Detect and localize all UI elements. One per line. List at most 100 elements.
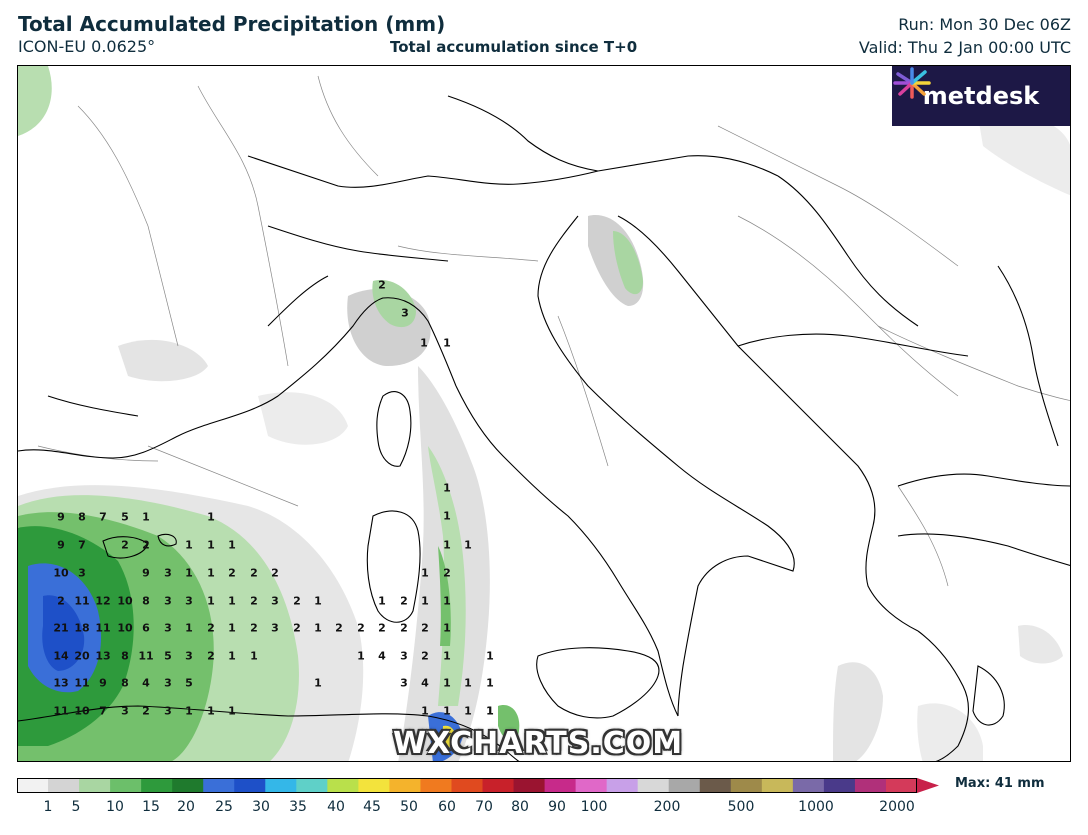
precip-value: 2 <box>228 566 236 580</box>
coastlines <box>18 95 1070 761</box>
precip-value: 4 <box>378 649 386 663</box>
precip-value: 1 <box>486 676 494 690</box>
colorbar-tick-label: 60 <box>438 799 456 815</box>
colorbar-segment <box>823 778 856 793</box>
precip-value: 2 <box>378 278 386 292</box>
colorbar-tick-label: 20 <box>177 799 195 815</box>
precip-shading <box>18 66 1070 761</box>
precip-value: 11 <box>138 649 154 663</box>
colorbar-tick-label: 2000 <box>879 799 915 815</box>
precip-value: 6 <box>142 621 150 635</box>
precip-value: 1 <box>185 704 193 718</box>
precip-value: 1 <box>464 538 472 552</box>
precip-value: 2 <box>378 621 386 635</box>
precip-value: 8 <box>121 649 129 663</box>
precip-value: 1 <box>486 704 494 718</box>
precip-value: 3 <box>400 649 408 663</box>
colorbar-tick-label: 25 <box>215 799 233 815</box>
colorbar-tick-label: 70 <box>475 799 493 815</box>
precip-value: 9 <box>57 538 65 552</box>
precip-value: 12 <box>95 594 111 608</box>
precip-value: 13 <box>95 649 111 663</box>
precip-value: 3 <box>185 594 193 608</box>
precip-value: 1 <box>228 594 236 608</box>
precip-value: 1 <box>443 676 451 690</box>
map-canvas <box>18 66 1070 761</box>
colorbar-segment <box>327 778 359 793</box>
precip-value: 3 <box>164 676 172 690</box>
precip-value: 1 <box>378 594 386 608</box>
precip-value: 2 <box>293 621 301 635</box>
precipitation-map[interactable]: 2 3 1 1 9 8 7 5 1 1 9 7 2 2 1 1 1 10 3 9 3 1 1 2 2 2 2 11 12 10 8 3 3 1 1 2… <box>17 65 1071 762</box>
precip-value: 2 <box>142 538 150 552</box>
precip-value: 1 <box>443 649 451 663</box>
precip-value: 1 <box>207 566 215 580</box>
precip-value: 5 <box>185 676 193 690</box>
colorbar-tick-label: 10 <box>106 799 124 815</box>
precip-value: 1 <box>421 594 429 608</box>
colorbar-tick-label: 40 <box>327 799 345 815</box>
precip-value: 1 <box>207 594 215 608</box>
colorbar-tick-label: 35 <box>289 799 307 815</box>
precip-value: 1 <box>443 509 451 523</box>
precip-value: 10 <box>117 594 133 608</box>
colorbar-segment <box>575 778 608 793</box>
watermark: WXCHARTS.COM <box>393 726 684 761</box>
precip-value: 1 <box>443 594 451 608</box>
precip-value: 1 <box>421 704 429 718</box>
precip-value: 5 <box>164 649 172 663</box>
precip-value: 3 <box>78 566 86 580</box>
colorbar-tick-label: 80 <box>511 799 529 815</box>
precip-value: 7 <box>99 704 107 718</box>
precip-value: 1 <box>185 621 193 635</box>
colorbar-segment <box>389 778 421 793</box>
colorbar-tick-label: 100 <box>580 799 608 815</box>
precip-value: 1 <box>228 704 236 718</box>
precip-value: 1 <box>486 704 494 718</box>
precip-value: 2 <box>121 538 129 552</box>
colorbar-ticks: 1 5 10 15 20 25 30 35 40 45 50 60 70 80 90 100 200 500 100… <box>0 799 1088 819</box>
precip-value: 1 <box>464 676 472 690</box>
precip-value: 3 <box>164 594 172 608</box>
colorbar-tick-label: 50 <box>400 799 418 815</box>
precip-value: 1 <box>185 566 193 580</box>
colorbar-segment <box>544 778 577 793</box>
precip-value: 3 <box>164 621 172 635</box>
colorbar-tick-label: 200 <box>653 799 681 815</box>
colorbar-extend-arrow <box>917 778 939 793</box>
precip-value: 8 <box>121 676 129 690</box>
colorbar-segment <box>668 778 701 793</box>
precip-value: 3 <box>185 649 193 663</box>
precip-value: 2 <box>421 621 429 635</box>
run-time: Run: Mon 30 Dec 06Z <box>898 15 1071 34</box>
precip-value: 1 <box>314 676 322 690</box>
precip-value: 4 <box>421 676 429 690</box>
colorbar-segment <box>141 778 173 793</box>
colorbar-segment <box>761 778 794 793</box>
colorbar-tick-label: 1 <box>43 799 53 815</box>
precip-value: 2 <box>400 621 408 635</box>
colorbar-segment <box>296 778 328 793</box>
colorbar-segment <box>203 778 235 793</box>
precip-value: 3 <box>121 704 129 718</box>
precip-value-labels: 2 3 1 1 9 8 7 5 1 1 9 7 2 2 1 1 1 10 3 9 3 1 1 2 2 2 2 11 12 10 8 3 3 1 1 2… <box>18 66 1070 761</box>
colorbar-tick-label: 500 <box>727 799 755 815</box>
precip-value: 1 <box>207 510 215 524</box>
precip-value: 1 <box>443 336 451 350</box>
colorbar-segment <box>234 778 266 793</box>
max-label: Max: 41 mm <box>955 776 1045 791</box>
precip-value: 2 <box>250 594 258 608</box>
precip-value: 8 <box>78 510 86 524</box>
colorbar-segment <box>358 778 390 793</box>
precip-value: 11 <box>74 594 90 608</box>
precip-value: 1 <box>228 538 236 552</box>
colorbar-segment <box>420 778 452 793</box>
precip-value: 8 <box>142 594 150 608</box>
precip-value: 21 <box>53 621 69 635</box>
precip-value: 11 <box>74 676 90 690</box>
precip-value: 2 <box>142 704 150 718</box>
colorbar-segment <box>172 778 204 793</box>
precip-value: 1 <box>314 621 322 635</box>
precip-value: 2 <box>421 649 429 663</box>
metdesk-logo[interactable]: metdesk <box>892 66 1070 126</box>
